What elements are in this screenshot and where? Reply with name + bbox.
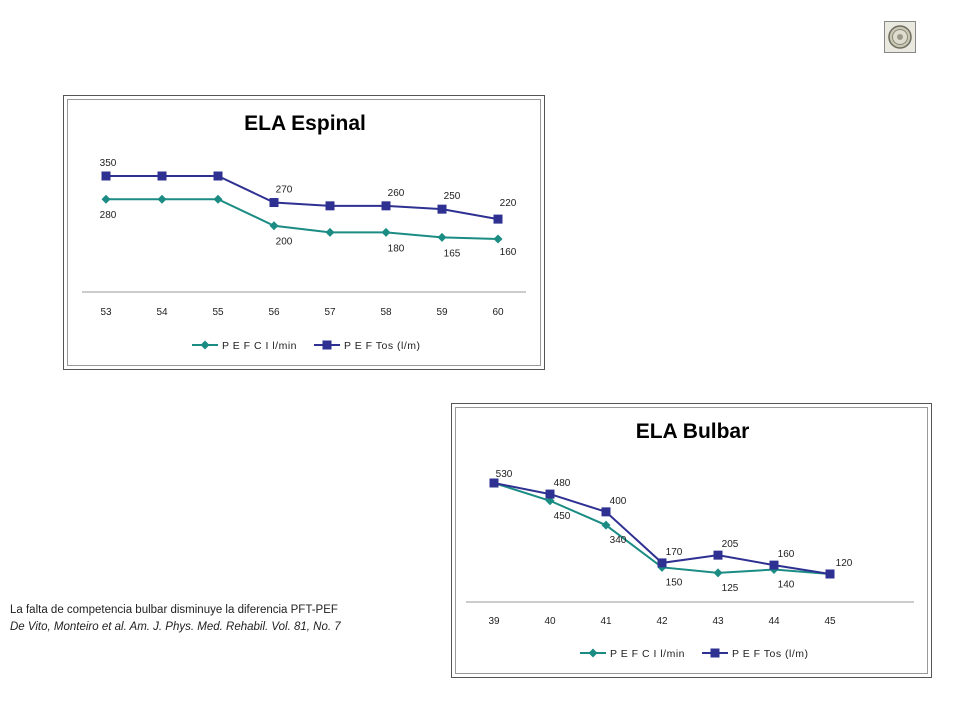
x-tick-label: 59 xyxy=(436,307,448,318)
data-point-square xyxy=(325,201,335,211)
data-label: 120 xyxy=(836,558,853,569)
data-point-square xyxy=(601,507,611,517)
x-tick-label: 60 xyxy=(492,307,504,318)
data-label: 180 xyxy=(388,243,405,254)
x-tick-label: 56 xyxy=(268,307,280,318)
data-point-square xyxy=(657,558,667,568)
x-tick-label: 40 xyxy=(544,616,556,627)
chart-ela-bulbar: ELA Bulbar 39 40 41 42 43 44 45 450 340 150 125 140 5… xyxy=(451,403,932,678)
data-label: 160 xyxy=(500,247,517,258)
data-label: 205 xyxy=(722,539,739,550)
data-point-diamond xyxy=(601,520,611,530)
data-point-square xyxy=(769,560,779,570)
data-point-diamond xyxy=(101,194,111,204)
x-tick-label: 53 xyxy=(100,307,112,318)
data-point-diamond xyxy=(325,227,335,237)
data-label: 530 xyxy=(496,469,513,480)
data-label: 400 xyxy=(610,496,627,507)
legend-marker-square xyxy=(710,648,720,658)
data-point-square xyxy=(489,478,499,488)
data-label: 160 xyxy=(778,549,795,560)
series-line xyxy=(106,198,499,240)
legend-marker-diamond xyxy=(588,648,598,658)
legend-label: P E F C I l/min xyxy=(222,340,297,352)
x-tick-label: 42 xyxy=(656,616,668,627)
chart-title: ELA Bulbar xyxy=(636,420,750,443)
legend-label: P E F Tos (l/m) xyxy=(732,648,809,660)
data-point-square xyxy=(493,214,503,224)
chart-ela-espinal-svg: ELA Espinal 53 54 55 56 57 58 59 60 280 200 180 165 1… xyxy=(82,112,526,352)
caption-text: La falta de competencia bulbar disminuye… xyxy=(10,604,338,616)
data-point-square xyxy=(381,201,391,211)
figure-caption: La falta de competencia bulbar disminuye… xyxy=(10,602,341,636)
chart-title: ELA Espinal xyxy=(244,112,366,135)
data-point-diamond xyxy=(157,194,167,204)
data-label: 125 xyxy=(722,583,739,594)
data-label: 480 xyxy=(554,478,571,489)
x-tick-label: 44 xyxy=(768,616,780,627)
seal-logo-icon xyxy=(884,21,916,53)
legend-marker-diamond xyxy=(200,340,210,350)
data-label: 200 xyxy=(276,237,293,248)
x-tick-label: 43 xyxy=(712,616,724,627)
x-tick-label: 57 xyxy=(324,307,336,318)
data-label: 280 xyxy=(100,210,117,221)
data-point-square xyxy=(825,569,835,579)
x-tick-label: 45 xyxy=(824,616,836,627)
x-tick-label: 41 xyxy=(600,616,612,627)
data-point-square xyxy=(269,198,279,208)
x-tick-label: 54 xyxy=(156,307,168,318)
series-line xyxy=(106,175,499,221)
data-label: 220 xyxy=(500,198,517,209)
data-point-diamond xyxy=(381,227,391,237)
data-label: 350 xyxy=(100,158,117,169)
data-label: 250 xyxy=(444,191,461,202)
data-point-square xyxy=(437,204,447,214)
legend-marker-square xyxy=(322,340,332,350)
data-point-diamond xyxy=(269,221,279,231)
data-point-square xyxy=(157,171,167,181)
data-point-diamond xyxy=(213,194,223,204)
data-label: 450 xyxy=(554,511,571,522)
legend-label: P E F C I l/min xyxy=(610,648,685,660)
data-label: 170 xyxy=(666,547,683,558)
data-point-diamond xyxy=(437,232,447,242)
data-label: 260 xyxy=(388,188,405,199)
data-point-square xyxy=(213,171,223,181)
data-point-square xyxy=(101,171,111,181)
data-point-diamond xyxy=(713,568,723,578)
legend-label: P E F Tos (l/m) xyxy=(344,340,421,352)
caption-reference: De Vito, Monteiro et al. Am. J. Phys. Me… xyxy=(10,621,341,633)
x-tick-label: 58 xyxy=(380,307,392,318)
data-label: 340 xyxy=(610,535,627,546)
data-label: 140 xyxy=(778,580,795,591)
chart-ela-bulbar-svg: ELA Bulbar 39 40 41 42 43 44 45 450 340 150 125 140 5… xyxy=(466,420,914,660)
x-tick-label: 39 xyxy=(488,616,500,627)
chart-ela-espinal: ELA Espinal 53 54 55 56 57 58 59 60 280 200 180 165 1… xyxy=(63,95,545,370)
x-tick-label: 55 xyxy=(212,307,224,318)
data-point-square xyxy=(545,489,555,499)
data-label: 150 xyxy=(666,577,683,588)
data-label: 165 xyxy=(444,248,461,259)
data-point-square xyxy=(713,550,723,560)
data-point-diamond xyxy=(493,234,503,244)
data-label: 270 xyxy=(276,185,293,196)
